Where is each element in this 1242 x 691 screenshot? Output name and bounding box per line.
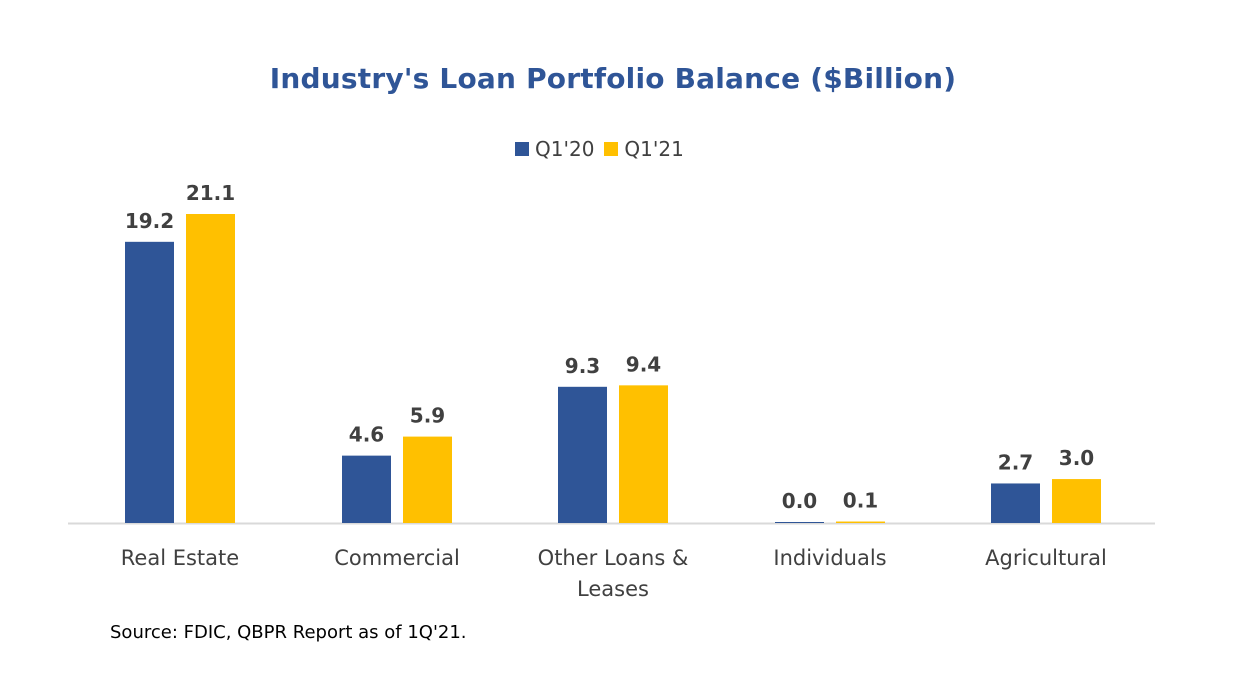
category-label-2: Commercial [334, 546, 460, 570]
category-label-4: Individuals [773, 546, 886, 570]
data-label-1-3: 9.3 [565, 354, 600, 378]
chart-title: Industry's Loan Portfolio Balance ($Bill… [269, 62, 957, 95]
bar-1-2 [342, 455, 391, 523]
legend-label-series-1: Q1'20 [535, 137, 595, 161]
data-label-1-5: 2.7 [998, 450, 1033, 474]
data-label-2-2: 5.9 [410, 404, 445, 428]
bar-2-1 [186, 214, 235, 523]
data-label-1-2: 4.6 [349, 423, 384, 447]
bar-1-3 [558, 386, 607, 523]
category-label-5: Agricultural [985, 546, 1107, 570]
legend-swatch-series-2 [604, 142, 619, 156]
legend-item-series-1: Q1'20 [515, 137, 594, 161]
category-label-3-line-2: Leases [577, 577, 649, 601]
bar-1-5 [991, 483, 1040, 523]
bar-2-4 [836, 521, 885, 523]
bar-1-1 [125, 241, 174, 523]
data-label-1-4: 0.0 [782, 489, 817, 513]
legend-label-series-2: Q1'21 [624, 137, 684, 161]
bar-1-4 [775, 522, 824, 523]
data-label-2-3: 9.4 [626, 352, 661, 376]
bar-2-2 [403, 436, 452, 523]
data-label-2-1: 21.1 [186, 181, 235, 205]
data-label-1-1: 19.2 [125, 209, 174, 233]
category-label-1: Real Estate [121, 546, 239, 570]
legend-swatch-series-1 [515, 142, 529, 156]
legend: Q1'20 Q1'21 [515, 137, 694, 161]
category-label-3-line-1: Other Loans & [538, 546, 689, 570]
bar-2-3 [619, 385, 668, 523]
bar-2-5 [1052, 479, 1101, 523]
data-label-2-5: 3.0 [1059, 446, 1094, 470]
source-note: Source: FDIC, QBPR Report as of 1Q'21. [110, 622, 467, 643]
data-label-2-4: 0.1 [843, 489, 878, 513]
legend-item-series-2: Q1'21 [604, 137, 684, 161]
